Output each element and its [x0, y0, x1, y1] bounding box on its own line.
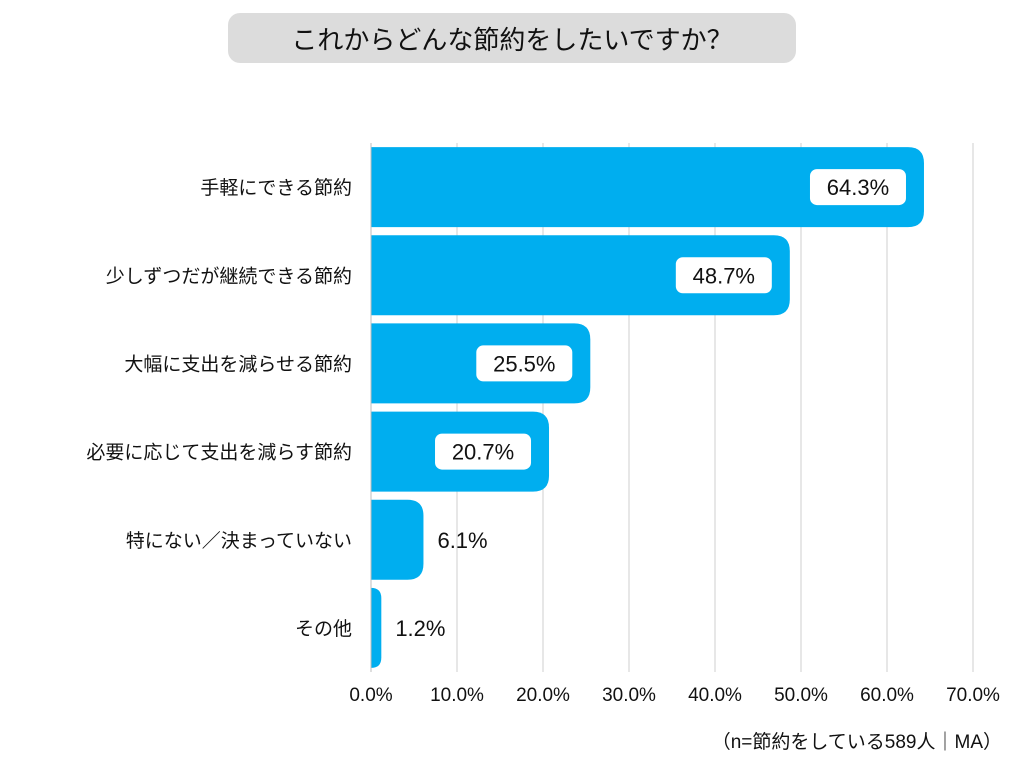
- x-tick-label: 30.0%: [602, 685, 656, 706]
- data-label: 48.7%: [693, 263, 755, 288]
- data-label-box: [476, 345, 573, 382]
- chart-footnote: （n=節約をしている589人｜MA）: [711, 732, 1002, 753]
- category-label: 手軽にできる節約: [200, 177, 352, 199]
- bar: [371, 499, 424, 580]
- data-label: 6.1%: [437, 528, 487, 553]
- x-tick-label: 50.0%: [774, 685, 828, 706]
- data-label-box: [435, 433, 532, 470]
- category-label: 必要に応じて支出を減らす節約: [86, 442, 352, 464]
- data-label: 64.3%: [827, 175, 889, 200]
- bar: [371, 147, 924, 228]
- x-tick-label: 20.0%: [516, 685, 570, 706]
- bar: [371, 235, 790, 316]
- x-tick-label: 40.0%: [688, 685, 742, 706]
- category-label: その他: [295, 618, 352, 640]
- data-label-box: [809, 169, 906, 206]
- x-tick-label: 0.0%: [349, 685, 392, 706]
- category-label: 大幅に支出を減らせる節約: [124, 353, 352, 375]
- data-label: 20.7%: [452, 440, 514, 465]
- category-label: 少しずつだが継続できる節約: [106, 265, 352, 287]
- x-tick-label: 70.0%: [946, 685, 1000, 706]
- chart-title: これからどんな節約をしたいですか？: [228, 13, 796, 63]
- bar: [371, 587, 382, 668]
- data-label-box: [675, 257, 772, 294]
- category-label: 特にない／決まっていない: [126, 530, 352, 552]
- x-tick-label: 60.0%: [860, 685, 914, 706]
- data-label: 25.5%: [493, 351, 555, 376]
- data-label: 1.2%: [395, 616, 445, 641]
- x-tick-label: 10.0%: [430, 685, 484, 706]
